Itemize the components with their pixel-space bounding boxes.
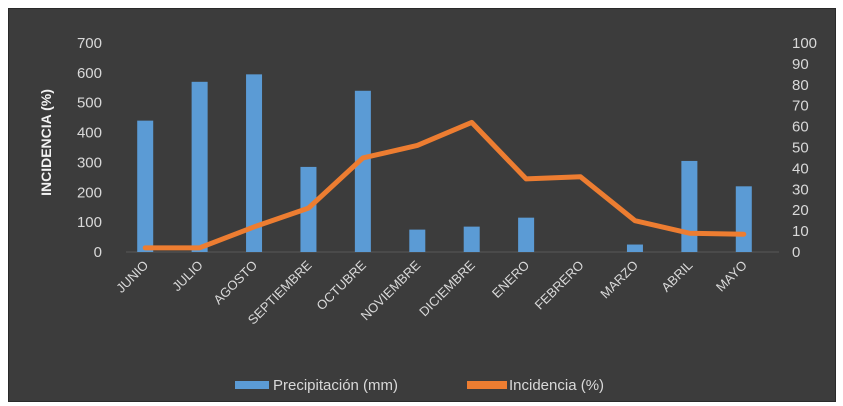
precipitation-bar: [681, 160, 698, 252]
right-tick-label: 60: [792, 119, 809, 136]
right-tick-label: 70: [792, 98, 809, 115]
precipitation-bar: [518, 217, 535, 252]
left-tick-label: 200: [77, 184, 102, 201]
legend-swatch-incidence: [467, 381, 507, 389]
left-tick-label: 0: [94, 244, 102, 261]
category-label: ENERO: [489, 258, 532, 301]
category-label: ABRIL: [658, 258, 695, 295]
right-axis-ticks: 0 10 20 30 40 50 60 70 80 90 100: [792, 35, 817, 261]
precipitation-bar: [354, 90, 371, 253]
precipitation-bar: [735, 186, 752, 252]
legend-label-precipitation: Precipitación (mm): [273, 377, 398, 394]
category-labels: JUNIO JULIO AGOSTOSEPTIEMBREOCTUBRENOVIEMB…: [113, 257, 750, 327]
precipitation-bar: [463, 226, 480, 252]
category-label: MAYO: [713, 258, 750, 295]
combo-chart: INCIDENCIA (%) 0 100 200 300 400 500 600 700 0 1…: [38, 35, 817, 394]
left-axis-ticks: 0 100 200 300 400 500 600 700: [77, 35, 102, 261]
category-label: JULIO: [169, 258, 206, 295]
right-tick-label: 90: [792, 56, 809, 73]
category-label: FEBRERO: [532, 258, 587, 313]
category-label: JUNIO: [113, 258, 151, 296]
left-tick-label: 700: [77, 35, 102, 52]
y-axis-label: INCIDENCIA (%): [38, 89, 54, 196]
category-label: OCTUBRE: [313, 257, 369, 313]
right-tick-label: 0: [792, 244, 800, 261]
right-tick-label: 30: [792, 181, 809, 198]
precipitation-bar: [246, 74, 263, 252]
right-tick-label: 50: [792, 140, 809, 157]
left-tick-label: 500: [77, 95, 102, 112]
left-tick-label: 600: [77, 65, 102, 82]
legend: Precipitación (mm) Incidencia (%): [235, 377, 604, 394]
right-tick-label: 20: [792, 202, 809, 219]
right-tick-label: 80: [792, 77, 809, 94]
precipitation-bar: [137, 120, 154, 252]
left-tick-label: 300: [77, 154, 102, 171]
precipitation-bar: [409, 229, 426, 252]
incidence-line: [142, 119, 747, 251]
left-tick-label: 400: [77, 125, 102, 142]
category-label: MARZO: [597, 258, 641, 302]
precipitation-bar: [191, 81, 208, 252]
legend-label-incidence: Incidencia (%): [509, 377, 604, 394]
category-label: DICIEMBRE: [416, 257, 478, 319]
legend-swatch-precipitation: [235, 381, 269, 389]
right-tick-label: 40: [792, 160, 809, 177]
right-tick-label: 10: [792, 223, 809, 240]
right-tick-label: 100: [792, 35, 817, 52]
left-tick-label: 100: [77, 214, 102, 231]
category-label: AGOSTO: [210, 258, 260, 308]
chart-area: INCIDENCIA (%) 0 100 200 300 400 500 600 700 0 1…: [8, 8, 836, 402]
precipitation-bar: [626, 244, 643, 252]
